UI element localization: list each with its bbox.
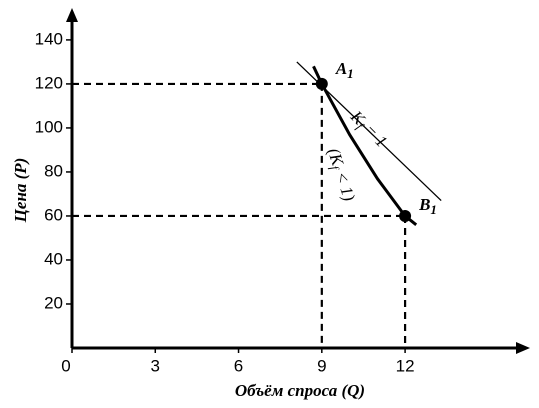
y-axis-arrow <box>66 8 78 22</box>
annotation: (Kf < 1) <box>322 146 359 205</box>
annotation-sub: f <box>328 164 343 173</box>
x-tick-label: 3 <box>151 356 160 375</box>
x-tick-label: 6 <box>234 356 243 375</box>
x-tick-label: 9 <box>317 356 326 375</box>
point-label: A1 <box>335 59 354 81</box>
y-tick-label: 20 <box>44 293 63 312</box>
y-tick-label: 80 <box>44 161 63 180</box>
x-axis-label: Объём спроса (Q) <box>235 381 365 400</box>
x-axis-arrow <box>516 342 530 354</box>
y-tick-label: 120 <box>35 73 63 92</box>
demand-curve <box>312 65 418 226</box>
y-tick-label: 40 <box>44 249 63 268</box>
y-tick-label: 100 <box>35 117 63 136</box>
point-label-sub: 1 <box>347 66 354 81</box>
point-label-main: A <box>335 59 347 78</box>
y-tick-label: 140 <box>35 29 63 48</box>
point <box>315 77 328 90</box>
point <box>399 209 412 222</box>
y-axis-label: Цена (P) <box>11 158 30 224</box>
annotation-main: (K <box>324 146 348 170</box>
annotation-rest: < 1) <box>330 165 359 204</box>
x-tick-label: 12 <box>396 356 415 375</box>
point-label-sub: 1 <box>430 202 437 217</box>
y-tick-label: 60 <box>44 205 63 224</box>
point-label-main: B <box>418 195 430 214</box>
point-label: B1 <box>418 195 437 217</box>
x-tick-label: 0 <box>61 356 70 375</box>
